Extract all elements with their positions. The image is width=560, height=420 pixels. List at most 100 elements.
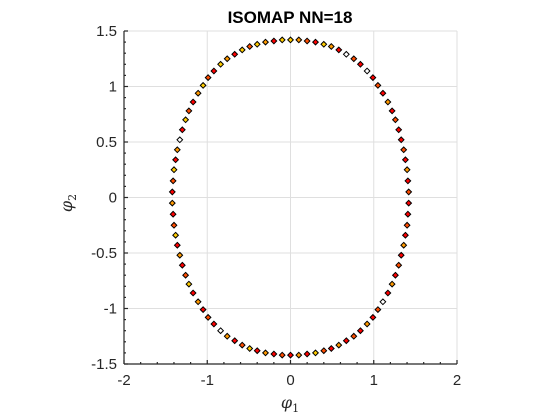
x-tick-label-3: 1 [370,372,378,389]
data-point-90 [253,40,261,48]
data-point-4 [320,40,328,48]
data-point-83 [204,74,212,82]
data-point-27 [401,231,409,239]
data-point-17 [395,126,403,134]
data-point-73 [170,166,178,174]
data-point-26 [403,221,411,229]
data-point-72 [169,177,177,185]
data-point-89 [246,42,254,51]
data-point-19 [400,146,408,154]
x-axis-label-base: φ [281,393,293,412]
data-point-0 [286,36,295,44]
data-point-66 [173,241,181,249]
data-point-61 [189,289,197,297]
x-tick-label-0: -2 [117,372,130,389]
data-point-46 [295,351,303,359]
data-point-9 [356,60,364,68]
data-point-79 [185,107,193,115]
data-point-80 [189,98,197,106]
data-point-63 [182,271,190,279]
data-point-33 [384,289,392,297]
data-point-20 [401,156,409,164]
y-tick-label-2: -0.5 [91,245,117,262]
x-tick-label-4: 2 [453,372,461,389]
data-point-92 [270,37,278,45]
data-point-81 [194,89,202,97]
data-point-71 [168,188,176,196]
data-point-86 [223,55,231,63]
data-point-35 [374,306,382,314]
data-point-39 [350,332,358,340]
data-point-22 [404,177,412,185]
data-point-65 [176,251,184,259]
data-point-68 [170,221,178,229]
data-point-74 [172,156,180,164]
data-point-88 [238,46,246,54]
data-point-77 [178,126,186,134]
y-tick-label-6: 1.5 [96,23,117,40]
data-point-1 [295,36,303,44]
data-point-87 [231,50,239,58]
data-point-41 [335,341,343,349]
data-point-43 [320,347,328,355]
data-point-64 [178,261,186,269]
data-point-25 [404,210,412,218]
data-point-5 [327,42,335,51]
data-point-85 [217,60,225,68]
data-point-69 [169,210,177,218]
data-point-24 [405,199,413,207]
data-point-75 [173,146,181,154]
data-point-93 [278,36,286,44]
data-point-14 [384,98,392,106]
y-tick-label-5: 1 [109,79,117,96]
data-point-38 [356,327,364,335]
data-point-60 [194,298,202,306]
data-point-91 [261,38,270,46]
data-point-32 [388,280,396,288]
data-point-29 [397,251,405,259]
data-point-70 [168,199,176,207]
data-point-47 [286,351,295,359]
data-point-3 [311,38,320,46]
x-axis-label-subscript: 1 [292,402,299,415]
data-point-58 [204,313,212,321]
data-point-30 [395,261,403,269]
data-point-49 [270,350,278,358]
data-point-52 [246,344,254,353]
x-tick-label-2: 0 [286,372,294,389]
data-point-44 [311,349,320,357]
data-point-48 [278,351,286,359]
y-axis-label-subscript: 2 [66,194,79,201]
data-point-50 [261,349,270,357]
data-point-42 [327,344,335,353]
y-tick-label-0: -1.5 [91,356,117,373]
data-point-7 [342,50,350,58]
data-point-16 [391,116,399,124]
data-point-12 [374,81,382,89]
data-point-53 [238,341,246,349]
data-point-56 [217,327,225,335]
data-point-6 [335,46,343,54]
data-point-45 [303,350,311,358]
x-tick-label-1: -1 [201,372,214,389]
data-point-34 [379,298,387,306]
data-point-54 [231,337,239,345]
data-point-82 [199,81,207,89]
data-point-67 [172,231,180,239]
data-point-28 [400,241,408,249]
data-point-18 [397,136,405,144]
data-point-36 [369,313,377,321]
data-point-21 [403,166,411,174]
data-point-2 [303,37,311,45]
y-tick-label-1: -1 [104,301,117,318]
chart-title: ISOMAP NN=18 [228,8,353,27]
data-point-40 [342,337,350,345]
axes [123,30,458,365]
y-axis-label-base: φ [57,200,76,212]
data-point-55 [223,332,231,340]
data-point-78 [182,116,190,124]
data-point-51 [253,347,261,355]
data-point-37 [363,320,371,328]
